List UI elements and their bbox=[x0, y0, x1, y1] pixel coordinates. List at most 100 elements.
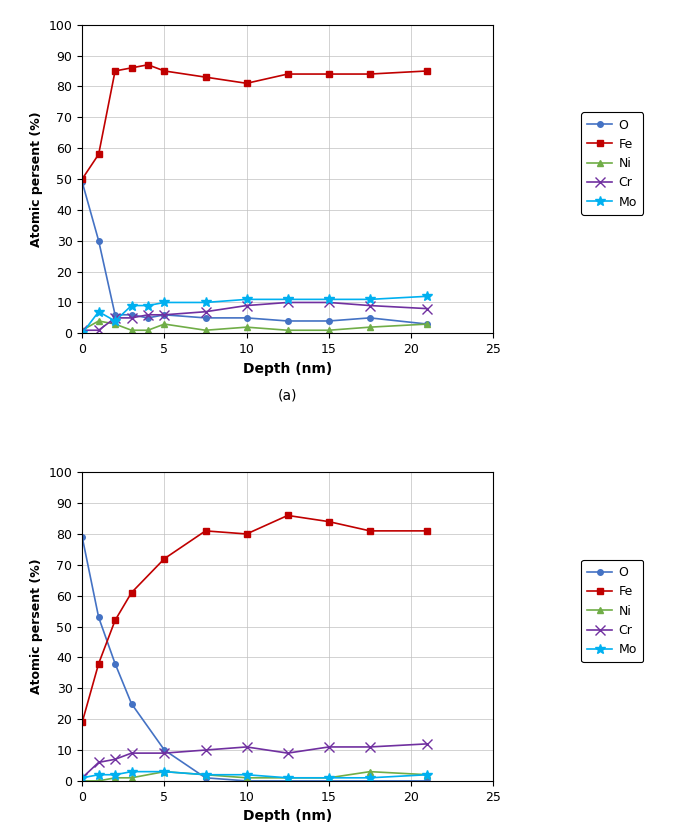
Mo bbox=[366, 773, 374, 783]
Cr bbox=[423, 303, 432, 313]
Mo bbox=[325, 294, 333, 304]
Line: Fe: Fe bbox=[79, 62, 431, 182]
O bbox=[95, 612, 103, 622]
Cr bbox=[78, 326, 86, 335]
Legend: O, Fe, Ni, Cr, Mo: O, Fe, Ni, Cr, Mo bbox=[581, 113, 643, 215]
Line: O: O bbox=[79, 179, 430, 327]
Fe bbox=[366, 526, 374, 536]
O bbox=[284, 316, 292, 326]
Line: Ni: Ni bbox=[79, 769, 431, 784]
Ni bbox=[78, 776, 86, 786]
Mo bbox=[423, 769, 432, 779]
Fe bbox=[201, 526, 210, 536]
O bbox=[366, 313, 374, 323]
Cr bbox=[160, 310, 169, 320]
Mo bbox=[242, 294, 251, 304]
Fe bbox=[325, 517, 333, 527]
Ni bbox=[201, 769, 210, 779]
Ni bbox=[366, 767, 374, 777]
Fe bbox=[78, 718, 86, 727]
Mo bbox=[423, 291, 432, 301]
Mo bbox=[95, 769, 103, 779]
Cr bbox=[325, 298, 333, 307]
Ni bbox=[423, 319, 432, 329]
Cr bbox=[423, 739, 432, 749]
Ni bbox=[111, 319, 119, 329]
Mo bbox=[127, 301, 136, 311]
O bbox=[242, 776, 251, 786]
Mo bbox=[201, 298, 210, 307]
Ni bbox=[284, 773, 292, 783]
Ni bbox=[325, 326, 333, 335]
Fe bbox=[127, 63, 136, 73]
Fe bbox=[111, 616, 119, 626]
Fe bbox=[366, 69, 374, 79]
Cr bbox=[127, 313, 136, 323]
Cr bbox=[95, 757, 103, 767]
Mo bbox=[284, 294, 292, 304]
O bbox=[160, 745, 169, 755]
O bbox=[201, 773, 210, 783]
X-axis label: Depth (nm): Depth (nm) bbox=[243, 362, 332, 376]
O bbox=[284, 776, 292, 786]
Text: (a): (a) bbox=[278, 389, 297, 403]
O bbox=[423, 776, 432, 786]
Mo bbox=[111, 769, 119, 779]
Fe bbox=[423, 66, 432, 76]
Line: Cr: Cr bbox=[77, 739, 432, 783]
Fe bbox=[325, 69, 333, 79]
Mo bbox=[78, 329, 86, 339]
O bbox=[111, 310, 119, 320]
O bbox=[325, 316, 333, 326]
Fe bbox=[160, 554, 169, 564]
O bbox=[127, 699, 136, 709]
Cr bbox=[284, 298, 292, 307]
Ni bbox=[423, 769, 432, 779]
Ni bbox=[95, 316, 103, 326]
Mo bbox=[160, 767, 169, 777]
O bbox=[366, 776, 374, 786]
Mo bbox=[160, 298, 169, 307]
Ni bbox=[366, 322, 374, 332]
O bbox=[242, 313, 251, 323]
Ni bbox=[144, 326, 152, 335]
Mo bbox=[242, 769, 251, 779]
Cr bbox=[111, 313, 119, 323]
Mo bbox=[284, 773, 292, 783]
Cr bbox=[366, 742, 374, 752]
Y-axis label: Atomic persent (%): Atomic persent (%) bbox=[30, 559, 43, 695]
O bbox=[144, 313, 152, 323]
Ni bbox=[111, 773, 119, 783]
Fe bbox=[78, 174, 86, 184]
Ni bbox=[160, 767, 169, 777]
Ni bbox=[284, 326, 292, 335]
Y-axis label: Atomic persent (%): Atomic persent (%) bbox=[30, 111, 43, 247]
Mo bbox=[144, 301, 152, 311]
Ni bbox=[242, 322, 251, 332]
Legend: O, Fe, Ni, Cr, Mo: O, Fe, Ni, Cr, Mo bbox=[581, 560, 643, 663]
Mo bbox=[325, 773, 333, 783]
Fe bbox=[242, 529, 251, 539]
Fe bbox=[160, 66, 169, 76]
O bbox=[95, 236, 103, 246]
O bbox=[325, 776, 333, 786]
Fe bbox=[95, 150, 103, 159]
Mo bbox=[95, 307, 103, 316]
Cr bbox=[95, 326, 103, 335]
Ni bbox=[127, 773, 136, 783]
Mo bbox=[366, 294, 374, 304]
Fe bbox=[242, 78, 251, 88]
Cr bbox=[111, 755, 119, 764]
O bbox=[111, 658, 119, 668]
X-axis label: Depth (nm): Depth (nm) bbox=[243, 809, 332, 822]
Fe bbox=[111, 66, 119, 76]
Ni bbox=[160, 319, 169, 329]
Cr bbox=[78, 773, 86, 783]
O bbox=[160, 310, 169, 320]
Ni bbox=[95, 776, 103, 786]
Ni bbox=[201, 326, 210, 335]
Cr bbox=[242, 301, 251, 311]
Mo bbox=[201, 769, 210, 779]
Mo bbox=[127, 767, 136, 777]
Cr bbox=[201, 745, 210, 755]
